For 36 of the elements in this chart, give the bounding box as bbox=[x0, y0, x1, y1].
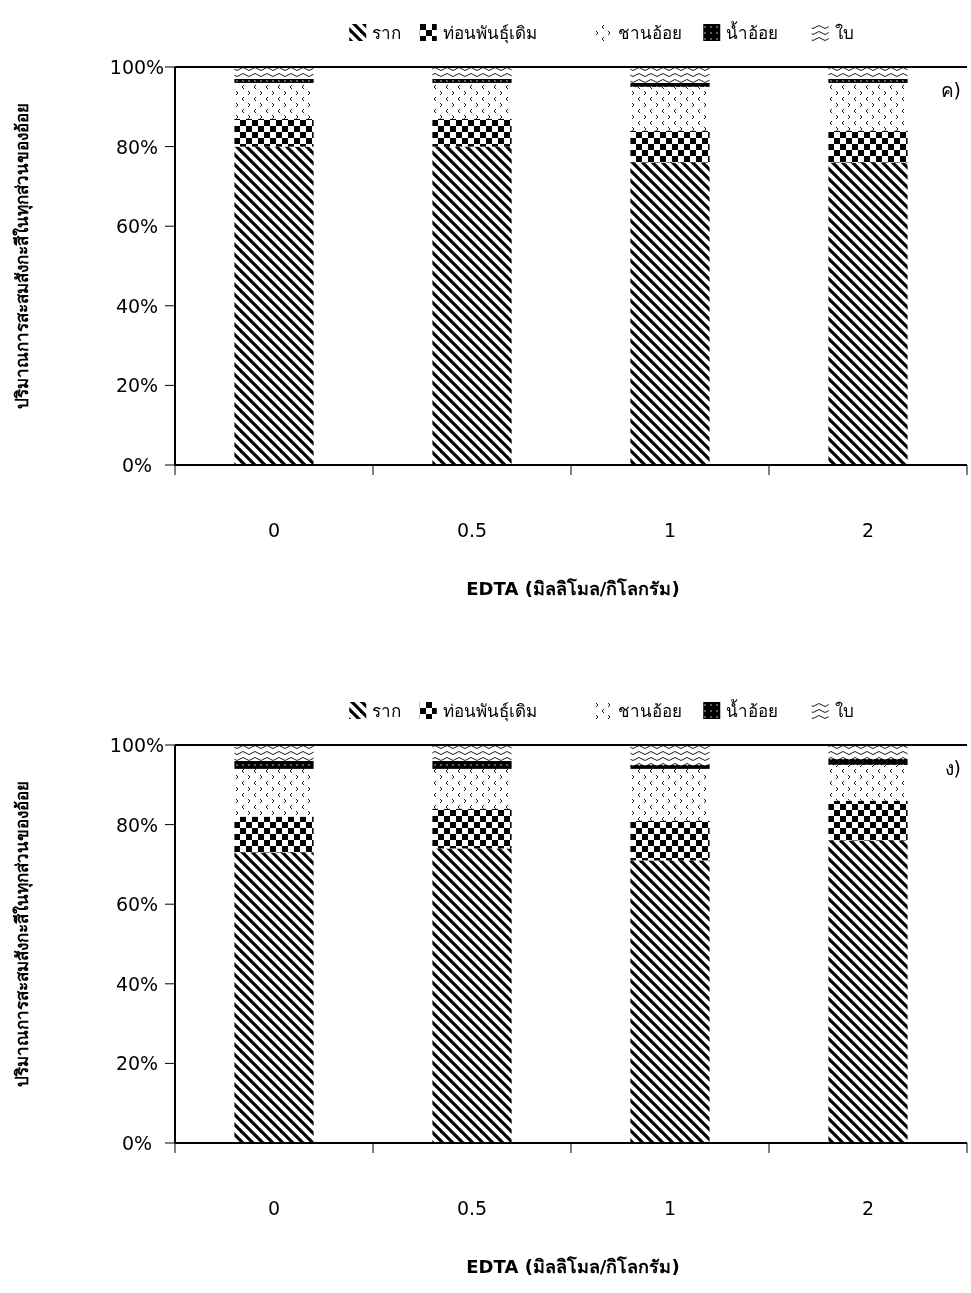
x-tick-label: 0 bbox=[267, 519, 281, 541]
y-tick-label: 20% bbox=[115, 374, 159, 397]
y-axis-title: ปริมาณการสะสมสังกะสีในทุกส่วนของอ้อย bbox=[12, 103, 33, 409]
legend-label: ราก bbox=[372, 23, 402, 43]
x-tick-label: 0.5 bbox=[456, 519, 488, 541]
x-tick-label: 2 bbox=[861, 519, 875, 541]
legend-label: ท่อนพันธุ์เดิม bbox=[442, 23, 537, 44]
y-tick-label: 100% bbox=[109, 734, 165, 756]
x-tick-label: 1 bbox=[663, 1197, 677, 1219]
y-tick-label: 80% bbox=[115, 135, 159, 158]
y-tick-label: 40% bbox=[115, 294, 159, 317]
y-tick-label: 20% bbox=[115, 1052, 159, 1075]
legend-label: ราก bbox=[372, 701, 402, 721]
y-tick-label: 0% bbox=[121, 454, 153, 476]
x-tick-label: 2 bbox=[861, 1197, 875, 1219]
legend-label: ชานอ้อย bbox=[617, 701, 682, 721]
y-tick-label: 0% bbox=[121, 1132, 153, 1154]
legend-label: ท่อนพันธุ์เดิม bbox=[442, 701, 537, 722]
legend-label: ใบ bbox=[834, 23, 854, 43]
annotation: ค) bbox=[940, 79, 961, 101]
y-tick-label: 100% bbox=[109, 56, 165, 78]
legend-label: น้ำอ้อย bbox=[726, 699, 779, 721]
x-axis-title: EDTA (มิลลิโมล/กิโลกรัม) bbox=[466, 577, 680, 599]
y-tick-label: 80% bbox=[115, 813, 159, 836]
y-tick-label: 60% bbox=[115, 893, 159, 916]
x-tick-label: 1 bbox=[663, 519, 677, 541]
legend-label: น้ำอ้อย bbox=[726, 21, 779, 43]
x-tick-label: 0.5 bbox=[456, 1197, 488, 1219]
y-axis-title: ปริมาณการสะสมสังกะสีในทุกส่วนของอ้อย bbox=[12, 781, 33, 1087]
legend-label: ชานอ้อย bbox=[617, 23, 682, 43]
x-tick-label: 0 bbox=[267, 1197, 281, 1219]
y-tick-label: 40% bbox=[115, 972, 159, 995]
legend-label: ใบ bbox=[834, 701, 854, 721]
x-axis-title: EDTA (มิลลิโมล/กิโลกรัม) bbox=[466, 1255, 680, 1277]
y-tick-label: 60% bbox=[115, 215, 159, 238]
annotation: ง) bbox=[944, 757, 961, 779]
